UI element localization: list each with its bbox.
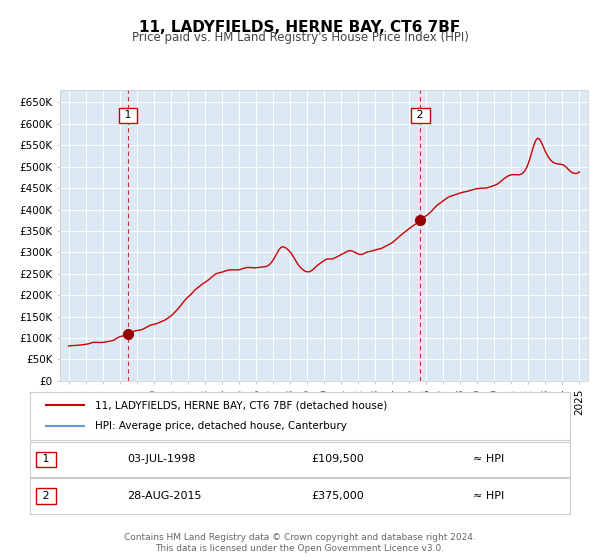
Text: Contains HM Land Registry data © Crown copyright and database right 2024.: Contains HM Land Registry data © Crown c…: [124, 533, 476, 542]
Text: 1: 1: [121, 110, 135, 120]
Text: 03-JUL-1998: 03-JUL-1998: [127, 455, 196, 464]
Text: 11, LADYFIELDS, HERNE BAY, CT6 7BF: 11, LADYFIELDS, HERNE BAY, CT6 7BF: [139, 20, 461, 35]
Text: ≈ HPI: ≈ HPI: [473, 491, 504, 501]
Text: 28-AUG-2015: 28-AUG-2015: [127, 491, 202, 501]
Text: ≈ HPI: ≈ HPI: [473, 455, 504, 464]
Text: 2: 2: [413, 110, 427, 120]
Text: This data is licensed under the Open Government Licence v3.0.: This data is licensed under the Open Gov…: [155, 544, 445, 553]
Text: HPI: Average price, detached house, Canterbury: HPI: Average price, detached house, Cant…: [95, 421, 347, 431]
Text: £375,000: £375,000: [311, 491, 364, 501]
Text: 11, LADYFIELDS, HERNE BAY, CT6 7BF (detached house): 11, LADYFIELDS, HERNE BAY, CT6 7BF (deta…: [95, 400, 387, 410]
Text: £109,500: £109,500: [311, 455, 364, 464]
Text: 2: 2: [39, 491, 53, 501]
Text: 1: 1: [39, 455, 53, 464]
Text: Price paid vs. HM Land Registry's House Price Index (HPI): Price paid vs. HM Land Registry's House …: [131, 31, 469, 44]
